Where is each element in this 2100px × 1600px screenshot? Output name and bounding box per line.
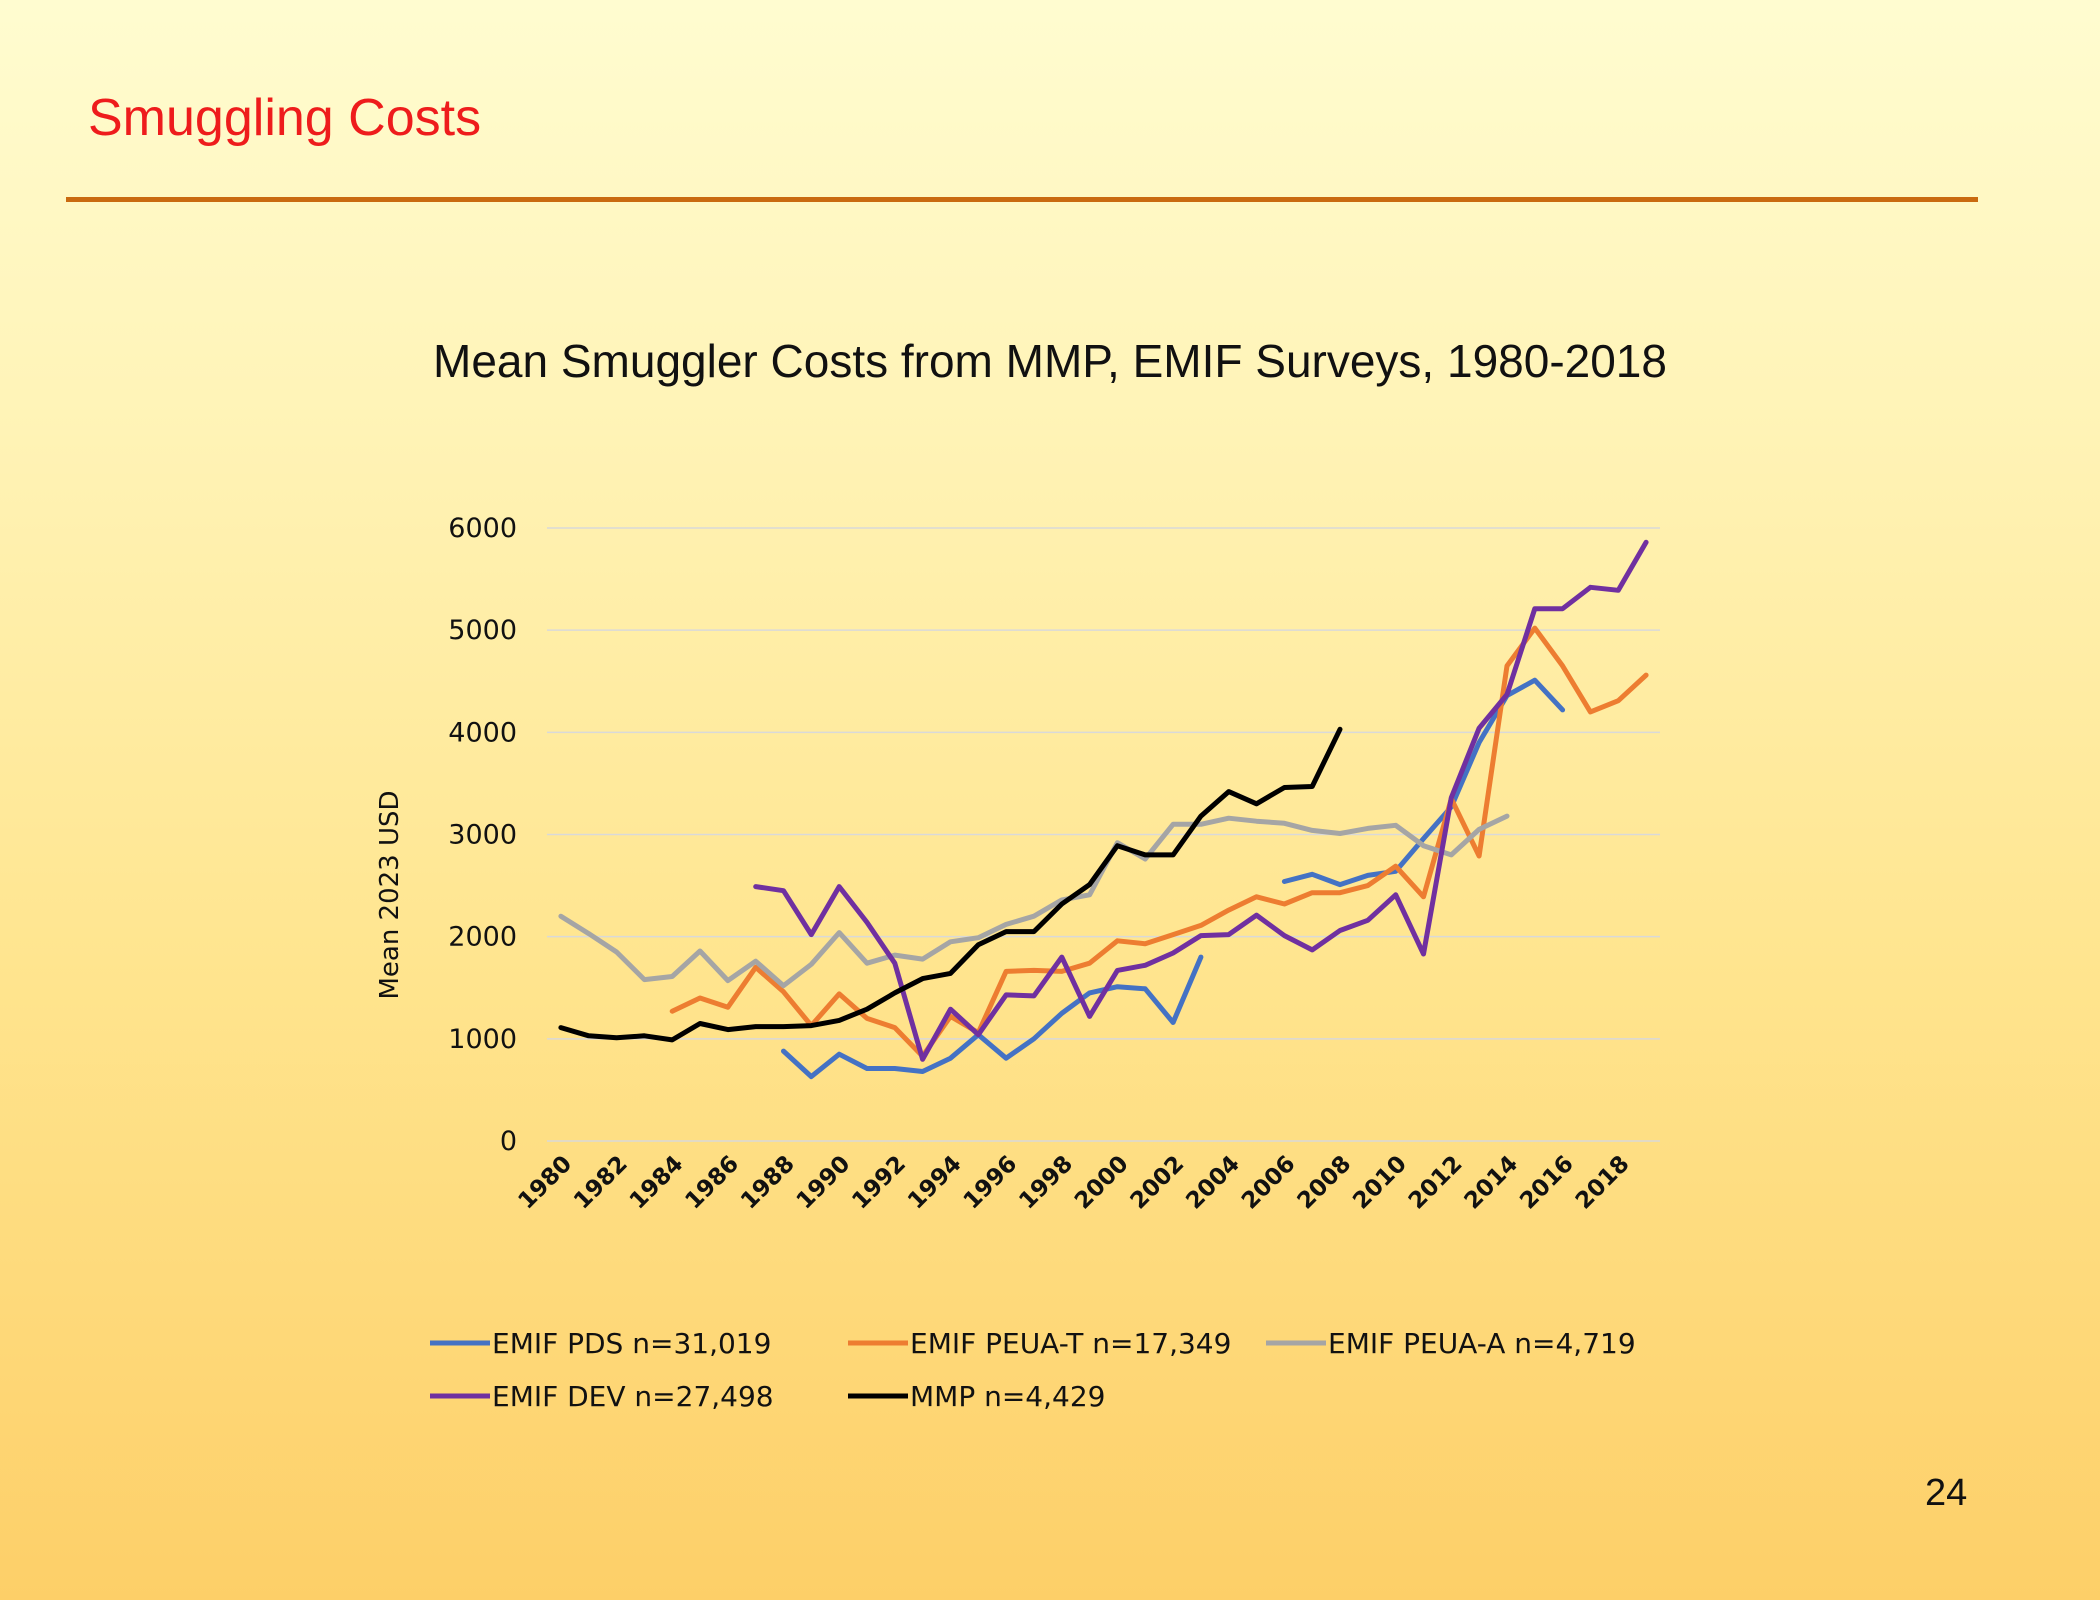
chart-series: [558, 539, 1649, 1080]
x-tick-label-2010: 2010: [1348, 1151, 1412, 1215]
x-tick-label-2012: 2012: [1404, 1151, 1468, 1215]
legend-item-4: EMIF DEV n=27,498: [430, 1380, 774, 1413]
series-1-segment-1: [781, 954, 1204, 1080]
legend-label-3: EMIF PEUA-A n=4,719: [1328, 1327, 1636, 1360]
legend-label-5: MMP n=4,429: [910, 1380, 1105, 1413]
series-2-segment-1: [669, 625, 1649, 1059]
x-tick-label-2016: 2016: [1515, 1151, 1579, 1215]
legend-item-3: EMIF PEUA-A n=4,719: [1266, 1327, 1636, 1360]
x-tick-label-1988: 1988: [736, 1151, 800, 1215]
x-tick-label-2008: 2008: [1293, 1151, 1357, 1215]
x-tick-label-1998: 1998: [1014, 1151, 1078, 1215]
x-tick-label-1980: 1980: [514, 1151, 578, 1215]
chart-gridlines: [547, 527, 1660, 1142]
chart-legend: EMIF PDS n=31,019 EMIF PEUA-T n=17,349 EMI…: [430, 1327, 1636, 1413]
legend-label-2: EMIF PEUA-T n=17,349: [910, 1327, 1231, 1360]
legend-label-1: EMIF PDS n=31,019: [492, 1327, 771, 1360]
legend-item-1: EMIF PDS n=31,019: [430, 1327, 771, 1360]
x-tick-label-2006: 2006: [1237, 1151, 1301, 1215]
series-5-segment-1: [558, 726, 1343, 1043]
y-axis-label: Mean 2023 USD: [375, 790, 405, 999]
y-tick-label-2000: 2000: [448, 922, 517, 953]
x-tick-label-1992: 1992: [847, 1151, 911, 1215]
series-line-3: [558, 813, 1510, 989]
series-line-5: [558, 726, 1343, 1043]
x-tick-label-2018: 2018: [1571, 1151, 1635, 1215]
series-4-segment-1: [753, 539, 1649, 1062]
legend-item-5: MMP n=4,429: [848, 1380, 1105, 1413]
y-tick-label-4000: 4000: [448, 717, 517, 748]
series-3-segment-1: [558, 813, 1510, 989]
slide-title: Smuggling Costs: [88, 89, 482, 147]
series-1-segment-2: [1281, 677, 1566, 888]
y-axis-ticks: 0 1000 2000 3000 4000 5000 6000: [448, 513, 517, 1157]
x-tick-label-2002: 2002: [1126, 1151, 1190, 1215]
y-tick-label-1000: 1000: [448, 1024, 517, 1055]
x-tick-label-1982: 1982: [569, 1151, 633, 1215]
y-tick-label-3000: 3000: [448, 820, 517, 851]
x-tick-label-1996: 1996: [959, 1151, 1023, 1215]
x-tick-label-1990: 1990: [792, 1151, 856, 1215]
x-tick-label-2000: 2000: [1070, 1151, 1134, 1215]
y-tick-label-6000: 6000: [448, 513, 517, 544]
legend-item-2: EMIF PEUA-T n=17,349: [848, 1327, 1231, 1360]
x-tick-label-1986: 1986: [680, 1151, 744, 1215]
series-line-2: [669, 625, 1649, 1059]
series-line-1: [781, 677, 1566, 1080]
y-tick-label-5000: 5000: [448, 615, 517, 646]
y-tick-label-0: 0: [500, 1126, 517, 1157]
chart-title: Mean Smuggler Costs from MMP, EMIF Surve…: [433, 335, 1667, 387]
x-tick-label-1984: 1984: [625, 1151, 689, 1215]
x-tick-label-2004: 2004: [1181, 1151, 1245, 1215]
series-line-4: [753, 539, 1649, 1062]
x-tick-label-2014: 2014: [1460, 1151, 1524, 1215]
legend-label-4: EMIF DEV n=27,498: [492, 1380, 774, 1413]
page-number: 24: [1925, 1472, 1968, 1514]
x-tick-label-1994: 1994: [903, 1151, 967, 1215]
x-axis-ticks: 1980198219841986198819901992199419961998…: [514, 1151, 1635, 1215]
title-divider: [66, 197, 1978, 202]
